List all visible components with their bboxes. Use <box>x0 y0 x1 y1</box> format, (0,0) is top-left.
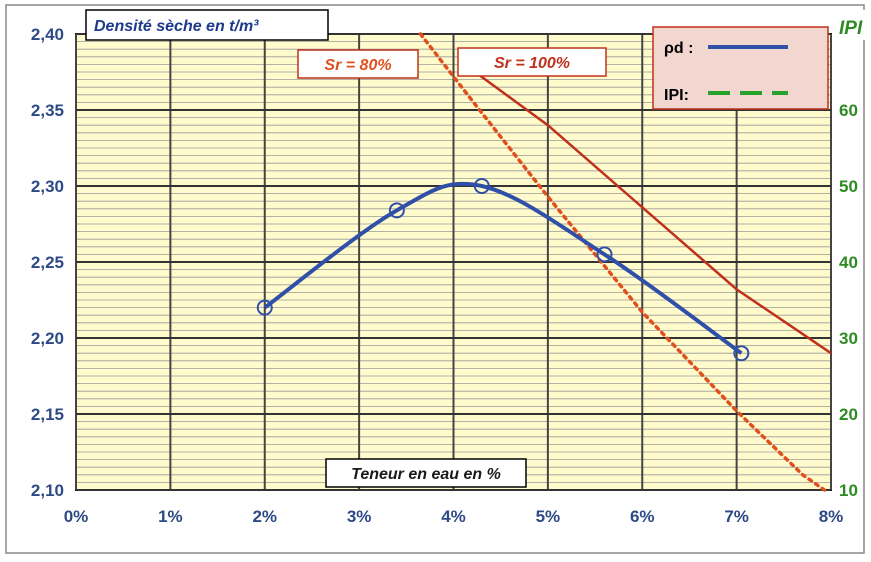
x-tick-label: 4% <box>441 507 466 526</box>
x-tick-label: 2% <box>252 507 277 526</box>
legend-rho-label: ρd : <box>664 40 693 57</box>
sr80-line <box>418 32 827 492</box>
sr100-label: Sr = 100% <box>494 55 570 72</box>
series-layer <box>263 32 832 492</box>
legend: ρd : IPI: <box>652 26 829 110</box>
sr100-line <box>476 72 832 355</box>
sr80-label-box: Sr = 80% <box>297 49 419 79</box>
y-right-tick-label: 20 <box>839 405 858 424</box>
y-right-tick-label: 10 <box>839 481 858 500</box>
y-tick-label: 2,40 <box>31 25 64 44</box>
y-right-tick-label: 40 <box>839 253 858 272</box>
y-right-tick-label: 60 <box>839 101 858 120</box>
y-tick-label: 2,15 <box>31 405 64 424</box>
x-tick-label: 7% <box>724 507 749 526</box>
x-tick-label: 8% <box>819 507 844 526</box>
x-axis-title: Teneur en eau en % <box>351 466 501 483</box>
x-axis-ticks: 0% 1% 2% 3% 4% 5% 6% 7% 8% <box>64 507 844 526</box>
y-tick-label: 2,10 <box>31 481 64 500</box>
point-layer <box>256 178 750 362</box>
x-tick-label: 6% <box>630 507 655 526</box>
x-tick-label: 5% <box>536 507 561 526</box>
x-tick-label: 0% <box>64 507 89 526</box>
left-axis-ticks: 2,10 2,15 2,20 2,25 2,30 2,35 2,40 <box>31 25 64 500</box>
x-axis-title-box: Teneur en eau en % <box>325 458 527 488</box>
x-tick-label: 3% <box>347 507 372 526</box>
right-axis-title: IPI <box>839 18 863 39</box>
rho-curve <box>263 181 743 355</box>
y-axis-title-box: Densité sèche en t/m³ <box>85 9 329 41</box>
rho-point <box>388 202 405 219</box>
rho-point <box>596 246 613 263</box>
right-axis-ticks: 10 20 30 40 50 60 <box>839 101 858 500</box>
legend-ipi-label: IPI: <box>664 87 689 104</box>
sr100-label-box: Sr = 100% <box>457 47 607 77</box>
rho-point <box>256 299 273 316</box>
x-tick-label: 1% <box>158 507 183 526</box>
y-right-tick-label: 50 <box>839 177 858 196</box>
y-tick-label: 2,30 <box>31 177 64 196</box>
y-tick-label: 2,35 <box>31 101 64 120</box>
rho-point <box>473 178 490 194</box>
y-tick-label: 2,20 <box>31 329 64 348</box>
y-right-tick-label: 30 <box>839 329 858 348</box>
rho-point <box>733 345 750 362</box>
y-axis-title: Densité sèche en t/m³ <box>94 18 259 35</box>
sr80-label: Sr = 80% <box>324 57 391 74</box>
y-tick-label: 2,25 <box>31 253 64 272</box>
right-axis-title-box: IPI <box>833 10 871 40</box>
